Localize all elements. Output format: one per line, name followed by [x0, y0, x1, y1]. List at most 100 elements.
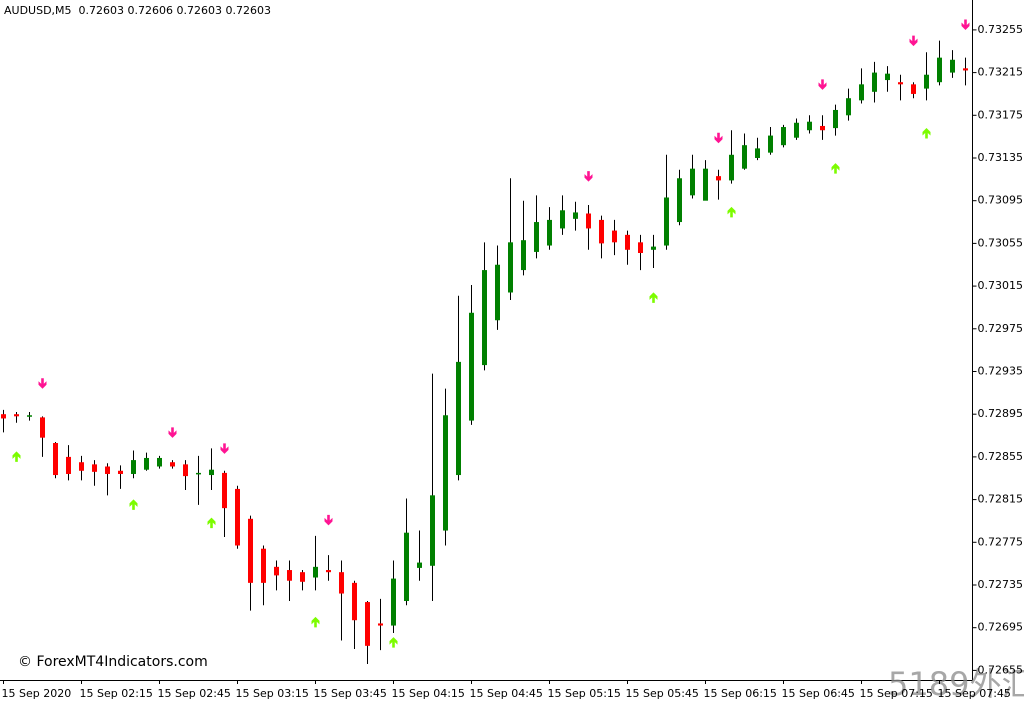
- candle-body: [859, 84, 864, 101]
- buy-arrow: [12, 451, 21, 462]
- candle-body: [443, 415, 448, 531]
- candle-body: [287, 570, 292, 581]
- candle-body: [924, 74, 929, 89]
- candle-body: [235, 488, 240, 546]
- y-tick-label: 0.72935: [978, 364, 1024, 377]
- watermark: 5189外汇网: [888, 665, 1024, 703]
- buy-arrow: [831, 163, 840, 174]
- candle-body: [417, 562, 422, 568]
- candle-body: [92, 464, 97, 472]
- candle-body: [378, 623, 383, 626]
- candle-body: [794, 122, 799, 138]
- candle-body: [963, 68, 968, 71]
- candle-body: [599, 219, 604, 244]
- x-tick-label: 15 Sep 03:15: [236, 687, 309, 700]
- candle-body: [365, 602, 370, 646]
- candle-body: [79, 462, 84, 471]
- watermark: © ForexMT4Indicators.com: [18, 654, 208, 670]
- buy-arrow: [311, 616, 320, 628]
- candle-body: [157, 457, 162, 467]
- candle-body: [820, 125, 825, 131]
- candle-body: [131, 460, 136, 474]
- y-tick-label: 0.72855: [978, 450, 1024, 463]
- candle-body: [625, 234, 630, 250]
- candle-body: [274, 566, 279, 576]
- y-tick-label: 0.73175: [978, 108, 1024, 121]
- y-tick-label: 0.72695: [978, 621, 1024, 634]
- candle-body: [40, 417, 45, 438]
- y-tick-label: 0.73255: [978, 23, 1024, 36]
- x-tick-label: 15 Sep 05:45: [626, 687, 699, 700]
- candle-body: [183, 464, 188, 477]
- x-tick-label: 15 Sep 2020: [2, 687, 72, 700]
- candle-body: [846, 98, 851, 116]
- candle-body: [170, 462, 175, 467]
- candle-body: [300, 572, 305, 582]
- candle-body: [521, 240, 526, 271]
- y-tick-label: 0.73055: [978, 236, 1024, 249]
- buy-arrow: [389, 637, 398, 648]
- candle-body: [27, 415, 32, 417]
- candle-body: [1, 414, 6, 419]
- sell-arrow: [909, 35, 918, 47]
- candle-body: [690, 168, 695, 196]
- x-tick-label: 15 Sep 05:15: [548, 687, 621, 700]
- candle-body: [612, 230, 617, 243]
- candle-body: [14, 414, 19, 417]
- candle-body: [911, 84, 916, 94]
- candle-body: [742, 145, 747, 169]
- sell-arrow: [714, 132, 723, 144]
- candle-body: [495, 264, 500, 321]
- candle-body: [677, 178, 682, 223]
- y-tick-label: 0.72975: [978, 322, 1024, 335]
- sell-arrow: [168, 427, 177, 438]
- candle-body: [391, 578, 396, 626]
- candle-body: [729, 154, 734, 181]
- x-tick-label: 15 Sep 07:45: [938, 687, 1011, 700]
- candle-body: [456, 361, 461, 476]
- candle-body: [651, 246, 656, 250]
- candle-body: [638, 242, 643, 253]
- candle-body: [469, 312, 474, 421]
- x-tick-label: 15 Sep 06:45: [782, 687, 855, 700]
- candle-body: [703, 168, 708, 201]
- candle-body: [326, 570, 331, 573]
- candle-body: [53, 443, 58, 476]
- sell-arrow: [961, 19, 970, 31]
- x-tick-label: 15 Sep 04:15: [392, 687, 465, 700]
- buy-arrow: [727, 206, 736, 218]
- sell-arrow: [220, 443, 229, 454]
- candle-body: [950, 59, 955, 73]
- candle-body: [755, 148, 760, 158]
- candle-body: [66, 456, 71, 474]
- candle-body: [352, 582, 357, 621]
- candle-body: [404, 532, 409, 602]
- candle-body: [482, 270, 487, 366]
- sell-arrow: [818, 79, 827, 90]
- buy-arrow: [207, 517, 216, 529]
- candle-body: [261, 548, 266, 583]
- candle-body: [937, 57, 942, 83]
- y-tick-label: 0.73015: [978, 279, 1024, 292]
- candle-body: [768, 135, 773, 153]
- x-tick-label: 15 Sep 04:45: [470, 687, 543, 700]
- y-tick-label: 0.72655: [978, 663, 1024, 676]
- candle-body: [118, 470, 123, 474]
- buy-arrow: [649, 292, 658, 303]
- y-tick-label: 0.73215: [978, 66, 1024, 79]
- buy-arrow: [922, 127, 931, 139]
- y-tick-label: 0.72815: [978, 493, 1024, 506]
- candle-body: [885, 73, 890, 81]
- y-tick-label: 0.72775: [978, 535, 1024, 548]
- candle-body: [560, 210, 565, 229]
- candle-body: [716, 176, 721, 181]
- candle-body: [248, 518, 253, 583]
- candle-body: [547, 219, 552, 246]
- candle-body: [534, 222, 539, 252]
- sell-arrow: [38, 378, 47, 389]
- sell-arrow: [584, 171, 593, 182]
- candle-body: [898, 82, 903, 85]
